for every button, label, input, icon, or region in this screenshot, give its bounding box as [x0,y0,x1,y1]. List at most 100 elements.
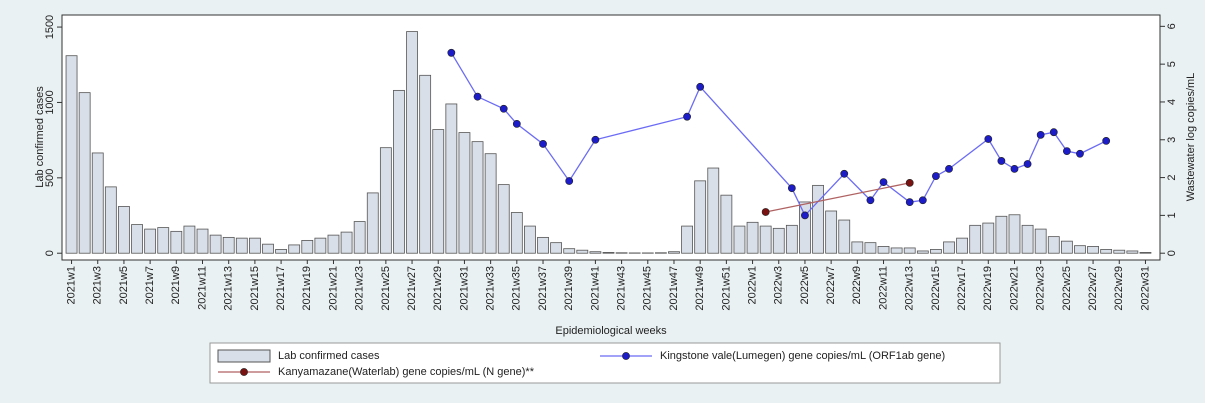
bar [707,167,720,254]
x-tick-label: 2021w43 [616,266,628,311]
bar [1034,228,1047,254]
marker [473,92,482,101]
legend-label: Lab confirmed cases [278,350,380,362]
x-tick-label: 2021w21 [327,266,339,311]
bar [668,251,680,254]
x-tick-label: 2021w25 [380,266,392,311]
bar [314,237,327,254]
x-tick-label: 2022w27 [1087,266,1099,311]
bar [288,244,301,254]
bar [995,215,1008,254]
bar [1113,249,1126,254]
marker [801,211,809,220]
x-tick-label: 2021w7 [144,266,156,305]
bar [969,224,982,254]
bar [196,228,209,254]
x-tick-label: 2022w31 [1139,266,1151,311]
y-tick-label: 500 [44,169,56,187]
legend-label: Kingstone vale(Lumegen) gene copies/mL (… [660,350,945,362]
bar [524,225,536,254]
marker [1049,128,1058,137]
marker [918,196,927,205]
y2-tick-label: 4 [1166,99,1178,105]
x-tick-label: 2022w3 [773,266,785,305]
x-tick-label: 2021w31 [458,266,470,311]
bar [1126,250,1139,254]
bar [406,31,418,254]
marker [447,48,456,57]
bar [248,237,261,254]
bar [157,227,170,254]
y2-tick-label: 3 [1166,137,1178,143]
bar [956,237,969,254]
bar [785,224,798,254]
bar [1047,236,1060,254]
x-tick-label: 2021w33 [485,266,497,311]
bar [982,222,995,254]
x-tick-label: 2021w37 [537,266,549,311]
bar [379,147,392,254]
x-tick-label: 2021w5 [118,266,130,305]
bar [353,221,366,254]
bar [144,228,157,254]
x-tick-label: 2021w41 [589,266,601,311]
bar [733,225,746,254]
legend-marker [622,352,630,360]
bar [170,230,183,254]
bar [327,234,340,254]
bar [301,239,314,254]
bar [799,201,811,254]
legend-box [209,342,1001,384]
bar [1139,252,1152,254]
bar [209,234,222,254]
line [765,182,910,213]
bar [694,180,707,254]
plot-area [61,14,1161,261]
bar [65,55,78,254]
y2-tick-label: 6 [1166,23,1178,29]
marker [565,177,574,185]
marker [945,164,953,173]
y2-tick-label: 1 [1166,212,1178,218]
bar [275,249,287,254]
bar [1008,214,1021,254]
marker [1076,149,1084,158]
x-tick-label: 2021w17 [275,266,287,311]
bar [183,225,196,254]
bar [772,227,785,254]
marker [1102,137,1111,145]
bar [720,194,733,254]
x-tick-label: 2022w25 [1061,266,1073,311]
bar [393,89,405,254]
bar [458,132,471,254]
legend-marker [240,368,248,376]
bar [1100,249,1113,254]
bar [1087,246,1099,254]
x-tick-label: 2021w29 [432,266,444,311]
bar [1021,224,1034,254]
marker [932,172,940,180]
x-tick-label: 2021w39 [563,266,575,311]
marker [539,140,547,148]
y-tick-label: 0 [44,250,56,256]
marker [1010,164,1019,173]
bar [563,248,576,254]
bar [366,192,379,254]
marker [499,104,508,113]
x-tick-label: 2022w17 [956,266,968,311]
bar [131,224,143,254]
x-tick-label: 2022w29 [1113,266,1125,311]
marker [984,135,993,143]
x-tick-label: 2022w1 [746,266,758,305]
x-tick-label: 2021w27 [406,266,418,311]
x-tick-label: 2021w1 [65,266,77,305]
x-tick-label: 2021w15 [249,266,261,311]
y2-tick-label: 0 [1166,250,1178,256]
x-tick-label: 2021w49 [694,266,706,311]
x-axis-title: Epidemiological weeks [555,325,667,337]
y-tick-label: 1500 [44,15,56,39]
bar [877,246,890,254]
x-tick-label: 2021w3 [92,266,104,305]
marker [840,169,849,178]
